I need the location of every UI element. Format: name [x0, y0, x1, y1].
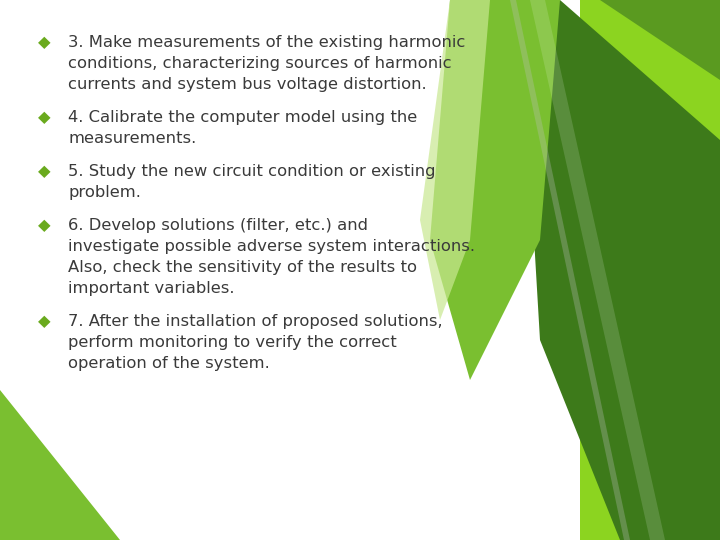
Text: ◆: ◆	[38, 164, 50, 179]
Text: important variables.: important variables.	[68, 281, 235, 296]
Text: conditions, characterizing sources of harmonic: conditions, characterizing sources of ha…	[68, 56, 451, 71]
Text: ◆: ◆	[38, 314, 50, 329]
Text: Also, check the sensitivity of the results to: Also, check the sensitivity of the resul…	[68, 260, 417, 275]
Text: ◆: ◆	[38, 218, 50, 233]
Text: problem.: problem.	[68, 185, 141, 200]
Text: measurements.: measurements.	[68, 131, 197, 146]
Text: 7. After the installation of proposed solutions,: 7. After the installation of proposed so…	[68, 314, 443, 329]
Polygon shape	[430, 0, 560, 380]
Polygon shape	[0, 390, 120, 540]
Text: 4. Calibrate the computer model using the: 4. Calibrate the computer model using th…	[68, 110, 418, 125]
Polygon shape	[580, 0, 720, 540]
Text: 3. Make measurements of the existing harmonic: 3. Make measurements of the existing har…	[68, 35, 465, 50]
Text: perform monitoring to verify the correct: perform monitoring to verify the correct	[68, 335, 397, 350]
Polygon shape	[600, 0, 720, 80]
Polygon shape	[510, 0, 630, 540]
Text: currents and system bus voltage distortion.: currents and system bus voltage distorti…	[68, 77, 427, 92]
Text: investigate possible adverse system interactions.: investigate possible adverse system inte…	[68, 239, 475, 254]
Polygon shape	[520, 0, 720, 540]
Polygon shape	[420, 0, 490, 320]
Text: 6. Develop solutions (filter, etc.) and: 6. Develop solutions (filter, etc.) and	[68, 218, 368, 233]
Text: ◆: ◆	[38, 35, 50, 50]
Text: ◆: ◆	[38, 110, 50, 125]
Text: 5. Study the new circuit condition or existing: 5. Study the new circuit condition or ex…	[68, 164, 436, 179]
Text: operation of the system.: operation of the system.	[68, 356, 270, 371]
Polygon shape	[530, 0, 665, 540]
